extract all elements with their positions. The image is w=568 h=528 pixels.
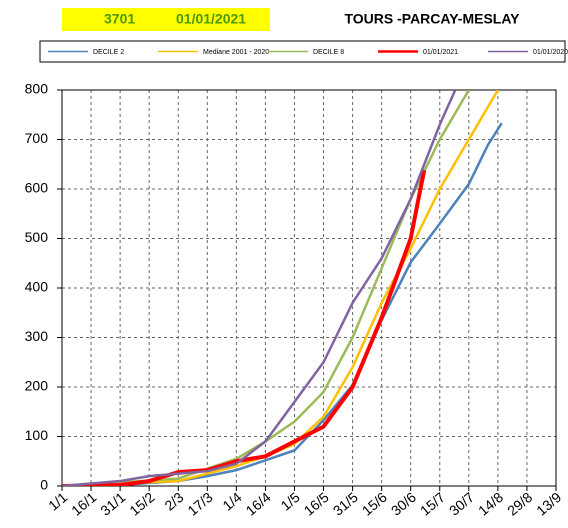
legend-label: 01/01/2021 (423, 49, 458, 56)
x-tick-label: 15/6 (359, 489, 390, 519)
legend-label: Mediane 2001 - 2020 (203, 49, 269, 56)
x-tick-label: 31/5 (330, 489, 361, 519)
y-tick-label: 700 (25, 130, 49, 146)
x-tick-label: 1/4 (219, 489, 244, 514)
x-tick-label: 17/3 (184, 489, 215, 519)
x-tick-label: 29/8 (504, 489, 535, 519)
header-box (62, 8, 270, 31)
x-tick-label: 14/8 (475, 489, 506, 519)
y-tick-label: 400 (25, 279, 49, 295)
x-tick-label: 15/2 (126, 489, 157, 519)
legend-label: DECILE 2 (93, 49, 124, 56)
x-tick-label: 15/7 (417, 489, 448, 519)
legend-box (39, 40, 566, 63)
x-tick-label: 30/7 (446, 489, 477, 519)
y-tick-label: 800 (25, 81, 49, 97)
date: 01/01/2021 (176, 11, 246, 27)
x-tick-label: 16/4 (243, 489, 274, 519)
y-tick-label: 500 (25, 229, 49, 245)
y-tick-label: 300 (25, 328, 49, 344)
series-line (62, 90, 457, 486)
x-tick-label: 16/1 (68, 489, 99, 519)
chart-title: TOURS -PARCAY-MESLAY (344, 11, 520, 27)
plot-border (61, 89, 557, 487)
y-tick-label: 600 (25, 180, 49, 196)
y-tick-label: 200 (25, 378, 49, 394)
legend-label: 01/01/2020 (533, 49, 568, 56)
x-tick-label: 31/1 (97, 489, 128, 519)
station-code: 3701 (104, 11, 135, 27)
x-tick-label: 2/3 (161, 489, 186, 514)
x-tick-label: 13/9 (533, 489, 564, 519)
x-tick-label: 16/5 (301, 489, 332, 519)
x-tick-label: 1/1 (45, 489, 70, 514)
series-line (62, 90, 499, 486)
y-tick-label: 100 (25, 427, 49, 443)
legend-label: DECILE 8 (313, 49, 344, 56)
y-tick-label: 0 (40, 477, 48, 493)
x-tick-label: 30/6 (388, 489, 419, 519)
x-tick-label: 1/5 (278, 489, 303, 514)
series-line (62, 169, 427, 486)
